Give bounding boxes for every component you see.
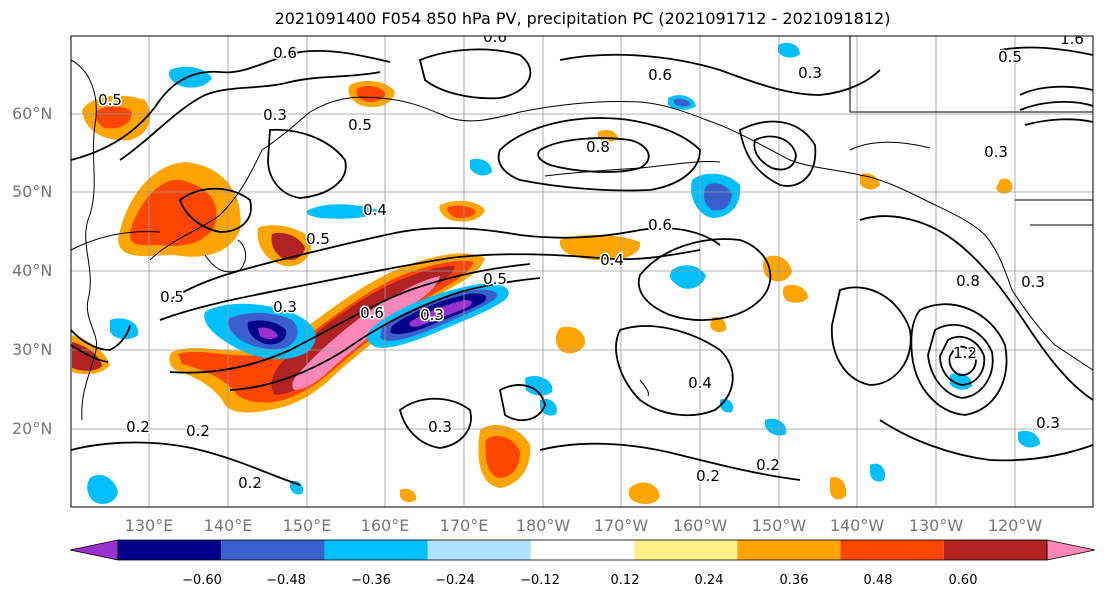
contour-label: 0.3: [798, 64, 822, 82]
contour-labels: 0.6 0.6 0.6 0.3 0.5 1.6 0.3 0.5 0.8 0.4 0.5 0.6 0.4 0…: [97, 28, 1086, 494]
colorbar: [69, 539, 1096, 561]
colorbar-tick-label: −0.12: [520, 573, 560, 588]
colorbar-segment: [221, 540, 325, 560]
contour-label: 0.5: [306, 230, 330, 248]
contour-label: 0.4: [363, 201, 387, 219]
map-title: 2021091400 F054 850 hPa PV, precipitatio…: [274, 9, 891, 28]
contour-label: 0.2: [126, 418, 150, 436]
lat-label: 60°N: [12, 104, 53, 123]
pv-contours-thin: [71, 141, 931, 251]
contour-label: 0.2: [756, 456, 780, 474]
lon-label: 170°E: [439, 516, 489, 535]
colorbar-segment: [943, 540, 1047, 560]
contour-label: 0.8: [586, 138, 610, 156]
lon-label: 140°W: [829, 516, 885, 535]
lon-label: 160°W: [672, 516, 728, 535]
contour-label: 0.5: [98, 91, 122, 109]
colorbar-tick-label: 0.36: [779, 573, 809, 588]
contour-label: 0.3: [1036, 414, 1060, 432]
map-frame: [70, 35, 1094, 508]
colorbar-tick-label: −0.24: [435, 573, 475, 588]
lat-label: 30°N: [12, 340, 53, 359]
lon-label: 150°E: [282, 516, 332, 535]
colorbar-segment: [737, 540, 841, 560]
contour-label: 0.3: [273, 298, 297, 316]
colorbar-segment: [530, 540, 635, 560]
lon-label: 130°W: [908, 516, 964, 535]
contour-label: 0.4: [600, 251, 624, 269]
colorbar-tick-label: 0.24: [694, 573, 724, 588]
lat-label: 20°N: [12, 419, 53, 438]
contour-label: 0.4: [688, 374, 712, 392]
contour-label: 0.5: [348, 116, 372, 134]
map-plot-area: 0.6 0.6 0.6 0.3 0.5 1.6 0.3 0.5 0.8 0.4 0.5 0.6 0.4 0…: [71, 28, 1093, 507]
contour-label: 0.2: [238, 474, 262, 492]
lat-label: 50°N: [12, 182, 53, 201]
colorbar-tick-label: −0.60: [182, 573, 222, 588]
contour-label: 1.2: [953, 344, 977, 362]
lon-label: 180°W: [515, 516, 571, 535]
lon-label: 130°E: [124, 516, 174, 535]
colorbar-tick-label: 0.48: [863, 573, 893, 588]
lon-label: 150°W: [751, 516, 807, 535]
lon-label: 160°E: [360, 516, 410, 535]
colorbar-tick-label: −0.48: [266, 573, 306, 588]
colorbar-tick-label: 0.60: [948, 573, 978, 588]
colorbar-segment: [427, 540, 531, 560]
lon-label: 120°W: [987, 516, 1043, 535]
colorbar-tick-label: 0.12: [610, 573, 640, 588]
contour-label: 0.3: [984, 143, 1008, 161]
colorbar-segment: [840, 540, 944, 560]
contour-label: 0.5: [998, 48, 1022, 66]
contour-label: 0.3: [420, 306, 444, 324]
contour-label: 0.6: [273, 44, 297, 62]
contour-label: 0.3: [428, 418, 452, 436]
contour-label: 0.8: [956, 272, 980, 290]
contour-label: 0.6: [483, 28, 507, 46]
contour-label: 0.2: [696, 467, 720, 485]
colorbar-extend-high: [1046, 539, 1096, 561]
contour-label: 0.6: [648, 66, 672, 84]
lat-label: 40°N: [12, 261, 53, 280]
pv-contours: [71, 46, 1093, 486]
colorbar-segment: [634, 540, 738, 560]
contour-label: 0.6: [360, 304, 384, 322]
lon-label: 170°W: [593, 516, 649, 535]
colorbar-outline: [117, 539, 1048, 561]
contour-label: 0.3: [1021, 273, 1045, 291]
contour-label: 0.5: [483, 270, 507, 288]
contour-label: 0.5: [160, 288, 184, 306]
contour-label: 0.2: [186, 422, 210, 440]
lon-label: 140°E: [203, 516, 253, 535]
colorbar-segment: [324, 540, 428, 560]
contour-label: 0.3: [263, 106, 287, 124]
colorbar-extend-low: [69, 539, 119, 561]
colorbar-tick-label: −0.36: [351, 573, 391, 588]
colorbar-segment: [118, 540, 222, 560]
contour-label: 1.6: [1060, 30, 1084, 48]
contour-label: 0.6: [648, 216, 672, 234]
